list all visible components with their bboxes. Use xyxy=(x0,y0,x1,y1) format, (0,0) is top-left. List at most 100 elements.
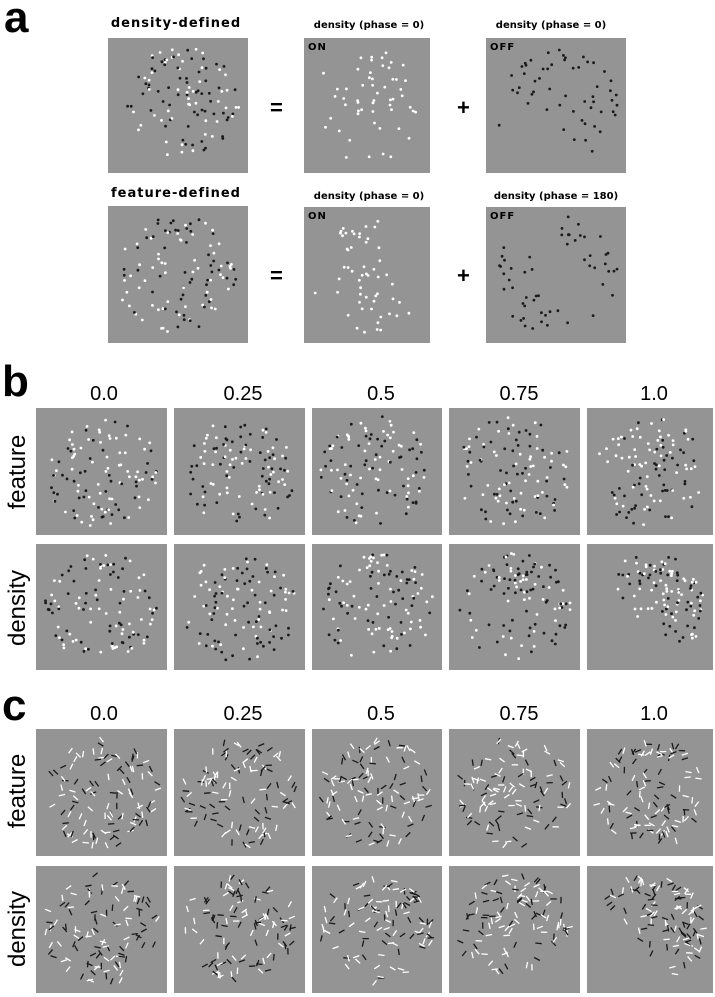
stimulus-element xyxy=(217,970,220,978)
stimulus-element xyxy=(48,770,54,777)
stimulus-element xyxy=(336,510,340,514)
stimulus-element xyxy=(94,758,102,761)
stimulus-element xyxy=(348,580,352,583)
stimulus-element xyxy=(330,468,333,472)
stimulus-element xyxy=(661,592,665,596)
stimulus-element xyxy=(196,502,199,506)
stimulus-element xyxy=(52,491,56,494)
stimulus-element xyxy=(257,580,261,584)
stimulus-element xyxy=(65,966,71,972)
stimulus-element xyxy=(482,899,490,903)
stimulus-element xyxy=(412,431,416,434)
stimulus-element xyxy=(497,576,501,579)
stimulus-element xyxy=(473,765,481,770)
stimulus-element xyxy=(481,891,488,895)
stimulus-element xyxy=(676,936,681,943)
stimulus-element xyxy=(502,246,506,249)
stimulus-element xyxy=(97,607,101,611)
b-density-stimulus xyxy=(449,544,580,670)
stimulus-element xyxy=(231,112,235,116)
stimulus-element xyxy=(290,489,294,493)
stimulus-element xyxy=(222,443,225,446)
stimulus-element xyxy=(336,641,340,645)
stimulus-element xyxy=(259,625,263,629)
stimulus-element xyxy=(684,429,688,433)
stimulus-element xyxy=(353,519,356,522)
stimulus-element xyxy=(70,892,77,896)
stimulus-element xyxy=(660,881,663,888)
stimulus-element xyxy=(266,908,270,916)
stimulus-element xyxy=(370,55,374,59)
stimulus-element xyxy=(644,892,651,897)
stimulus-element xyxy=(240,954,247,960)
stimulus-element xyxy=(399,621,403,624)
stimulus-element xyxy=(220,573,224,577)
stimulus-element xyxy=(381,940,388,946)
stimulus-element xyxy=(175,310,178,314)
stimulus-element xyxy=(231,654,234,658)
stimulus-element xyxy=(370,307,373,311)
stimulus-element xyxy=(87,438,90,441)
stimulus-element xyxy=(517,657,521,660)
stimulus-element xyxy=(670,516,673,520)
stimulus-element xyxy=(337,129,341,133)
stimulus-element xyxy=(289,924,292,931)
stimulus-element xyxy=(515,585,518,589)
stimulus-element xyxy=(230,440,234,444)
stimulus-element xyxy=(176,229,180,232)
stimulus-element xyxy=(684,776,691,779)
stimulus-element xyxy=(377,975,384,979)
stimulus-element xyxy=(364,426,367,430)
stimulus-element xyxy=(137,802,141,810)
stimulus-element xyxy=(467,812,473,819)
stimulus-element xyxy=(46,608,50,611)
stimulus-element xyxy=(211,228,214,232)
stimulus-element xyxy=(242,841,247,848)
stimulus-element xyxy=(133,748,138,755)
stimulus-element xyxy=(103,831,111,834)
stimulus-element xyxy=(692,929,697,937)
stimulus-element xyxy=(188,319,192,322)
stimulus-element xyxy=(205,283,208,287)
stimulus-element xyxy=(151,475,154,479)
stimulus-element xyxy=(528,432,532,436)
stimulus-element xyxy=(246,560,249,564)
stimulus-element xyxy=(489,520,493,523)
stimulus-element xyxy=(291,781,296,789)
stimulus-element xyxy=(543,787,549,794)
stimulus-element xyxy=(274,624,278,628)
stimulus-element xyxy=(524,296,528,299)
stimulus-element xyxy=(132,110,135,114)
stimulus-element xyxy=(193,595,197,598)
stimulus-element xyxy=(554,568,557,572)
stimulus-element xyxy=(194,101,198,105)
stimulus-element xyxy=(378,468,382,472)
stimulus-element xyxy=(627,511,631,514)
stimulus-element xyxy=(84,591,88,595)
stimulus-element xyxy=(492,840,499,843)
stimulus-element xyxy=(557,451,561,455)
stimulus-element xyxy=(136,804,144,809)
stimulus-element xyxy=(650,607,654,610)
stimulus-element xyxy=(202,909,210,912)
stimulus-element xyxy=(83,828,89,835)
stimulus-element xyxy=(496,499,500,503)
stimulus-element xyxy=(498,925,506,929)
stimulus-element xyxy=(522,508,526,512)
stimulus-element xyxy=(508,927,513,935)
stimulus-element xyxy=(210,818,217,822)
stimulus-element xyxy=(336,575,340,579)
stimulus-element xyxy=(507,432,511,435)
stimulus-element xyxy=(644,461,648,465)
stimulus-element xyxy=(225,276,229,280)
stimulus-element xyxy=(225,491,229,495)
stimulus-element xyxy=(631,748,637,755)
stimulus-element xyxy=(480,579,483,583)
stimulus-element xyxy=(492,897,500,902)
stimulus-element xyxy=(72,800,79,804)
stimulus-element xyxy=(502,592,506,595)
stimulus-element xyxy=(514,520,517,524)
stimulus-element xyxy=(661,916,669,921)
stimulus-element xyxy=(329,459,333,462)
stimulus-element xyxy=(391,77,395,81)
